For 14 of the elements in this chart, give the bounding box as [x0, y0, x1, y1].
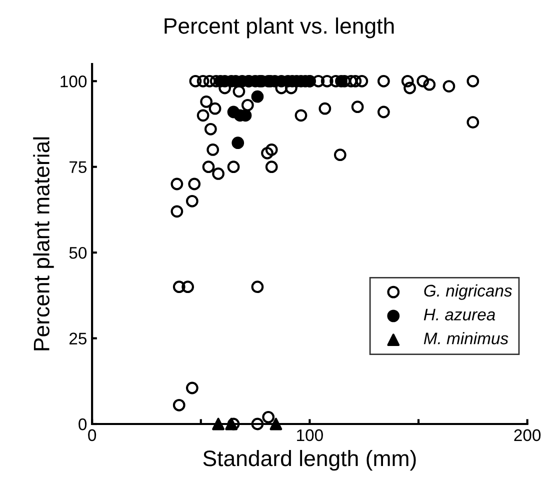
- x-tick-label: 200: [514, 429, 541, 442]
- legend-label: G. nigricans: [424, 284, 512, 300]
- y-tick-label: 50: [69, 246, 87, 259]
- chart-title: Percent plant vs. length: [164, 18, 394, 38]
- y-tick-label: 100: [60, 76, 87, 88]
- legend-label: M. minimus: [424, 332, 508, 344]
- y-tick-label: 75: [70, 161, 87, 174]
- y-axis-title: Percent plant material: [33, 137, 54, 350]
- legend-label: H. azurea: [424, 308, 496, 320]
- x-axis-title: Standard length (mm): [203, 450, 416, 471]
- x-tick-label: 100: [297, 429, 323, 442]
- x-tick-label: 0: [88, 429, 96, 442]
- y-tick-label: 0: [78, 418, 87, 430]
- y-tick-label: 25: [70, 332, 87, 344]
